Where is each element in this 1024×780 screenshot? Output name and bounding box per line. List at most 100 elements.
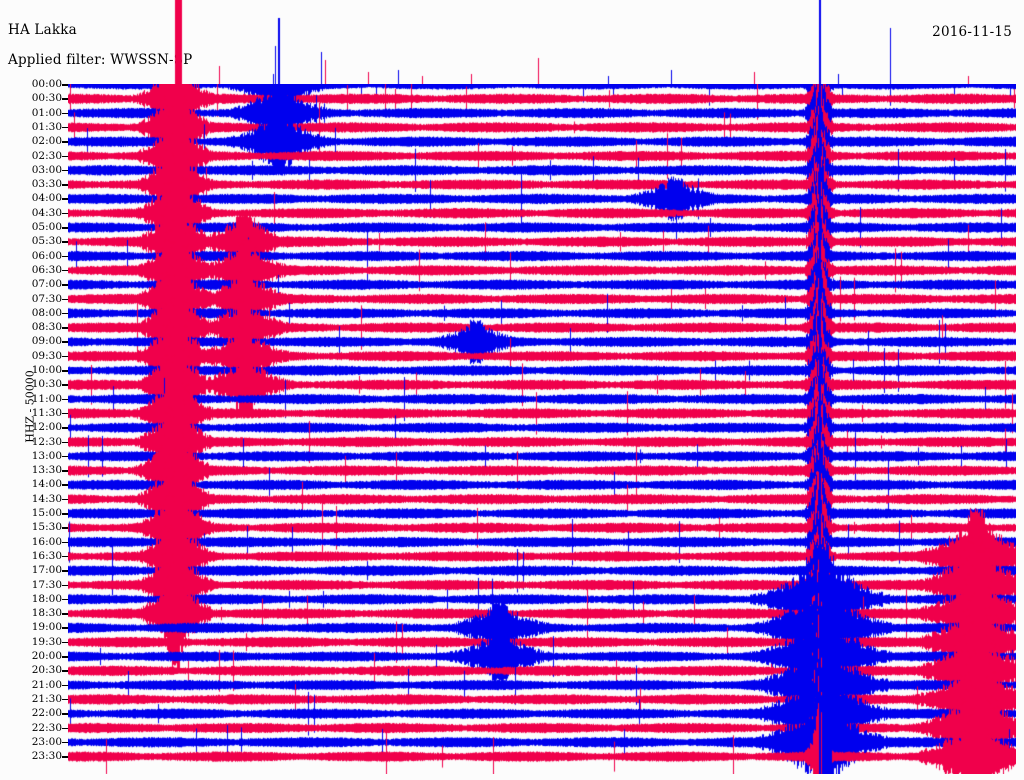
time-label: 06:00: [31, 249, 62, 262]
time-label: 02:30: [31, 149, 62, 162]
time-tick: [62, 656, 68, 658]
time-label: 05:30: [31, 235, 62, 248]
time-tick: [62, 412, 68, 415]
time-tick: [62, 341, 68, 343]
time-label: 02:00: [31, 135, 62, 148]
time-tick: [62, 384, 68, 386]
time-label: 01:30: [31, 120, 62, 133]
time-tick: [62, 713, 68, 715]
time-label: 19:00: [31, 621, 62, 634]
time-tick: [62, 84, 68, 86]
time-tick: [62, 198, 68, 200]
time-label: 11:00: [31, 392, 62, 405]
time-tick: [62, 741, 68, 744]
time-label: 17:00: [31, 564, 62, 577]
time-tick: [62, 498, 68, 501]
time-tick: [62, 284, 68, 286]
time-tick: [62, 298, 68, 300]
time-tick: [62, 670, 68, 672]
time-tick: [62, 613, 68, 615]
time-label: 21:30: [31, 692, 62, 705]
time-label: 21:00: [31, 678, 62, 691]
time-label: 07:00: [31, 278, 62, 291]
time-tick: [62, 327, 68, 329]
time-tick: [62, 355, 68, 358]
time-label: 23:00: [31, 735, 62, 748]
time-tick: [62, 455, 68, 458]
time-label: 10:30: [31, 378, 62, 391]
time-label: 09:00: [31, 335, 62, 348]
time-tick: [62, 184, 68, 186]
time-tick: [62, 312, 68, 315]
time-label: 08:00: [31, 306, 62, 319]
time-tick: [62, 513, 68, 515]
time-label: 17:30: [31, 578, 62, 591]
time-label: 20:00: [31, 650, 62, 662]
time-label: 03:30: [31, 178, 62, 191]
seismogram-plot-area[interactable]: [68, 84, 1016, 774]
time-tick: [62, 255, 68, 258]
time-tick: [62, 398, 68, 401]
time-label: 13:30: [31, 464, 62, 477]
time-label: 04:00: [31, 192, 62, 205]
time-tick: [62, 98, 68, 100]
time-label: 10:00: [31, 364, 62, 376]
time-tick: [62, 584, 68, 586]
time-tick: [62, 212, 68, 215]
time-label: 23:30: [31, 750, 62, 763]
time-tick: [62, 727, 68, 729]
time-tick: [62, 627, 68, 629]
time-label: 14:00: [31, 478, 62, 491]
time-tick: [62, 541, 68, 544]
time-label: 12:30: [31, 435, 62, 448]
time-label: 00:00: [31, 78, 62, 90]
time-label: 03:00: [31, 163, 62, 176]
time-tick: [62, 427, 68, 429]
seismogram-traces-canvas: [68, 84, 1016, 774]
time-label: 14:30: [31, 492, 62, 505]
time-label: 16:30: [31, 549, 62, 562]
time-tick: [62, 527, 68, 529]
time-tick: [62, 370, 68, 372]
time-tick: [62, 555, 68, 558]
time-tick: [62, 269, 68, 272]
time-label: 09:30: [31, 349, 62, 362]
time-label: 15:30: [31, 521, 62, 534]
time-tick: [62, 470, 68, 472]
time-label: 18:00: [31, 592, 62, 605]
time-label: 20:30: [31, 664, 62, 677]
time-axis: 00:00 00:30 01:00 01:30 02:00 02:30 03:00 03:30…: [0, 0, 62, 780]
time-label: 12:00: [31, 421, 62, 434]
time-tick: [62, 241, 68, 243]
time-label: 01:00: [31, 106, 62, 119]
time-label: 22:00: [31, 707, 62, 720]
time-tick: [62, 598, 68, 601]
time-label: 04:30: [31, 206, 62, 219]
time-label: 08:30: [31, 321, 62, 334]
time-tick: [62, 698, 68, 701]
time-tick: [62, 756, 68, 758]
time-label: 00:30: [31, 92, 62, 105]
time-tick: [62, 126, 68, 129]
time-tick: [62, 484, 68, 486]
time-tick: [62, 684, 68, 687]
time-tick: [62, 141, 68, 143]
time-tick: [62, 227, 68, 229]
time-tick: [62, 570, 68, 572]
time-tick: [62, 155, 68, 157]
header-overflow-traces: [68, 0, 1016, 84]
station-name: HA Lakka: [8, 22, 77, 38]
time-label: 05:00: [31, 221, 62, 233]
time-label: 19:30: [31, 635, 62, 648]
time-label: 13:00: [31, 449, 62, 462]
time-tick: [62, 441, 68, 443]
time-label: 11:30: [31, 406, 62, 419]
time-label: 07:30: [31, 292, 62, 305]
time-label: 18:30: [31, 607, 62, 620]
time-tick: [62, 112, 68, 115]
time-label: 16:00: [31, 535, 62, 548]
time-tick: [62, 641, 68, 644]
time-label: 15:00: [31, 507, 62, 519]
time-label: 06:30: [31, 263, 62, 276]
